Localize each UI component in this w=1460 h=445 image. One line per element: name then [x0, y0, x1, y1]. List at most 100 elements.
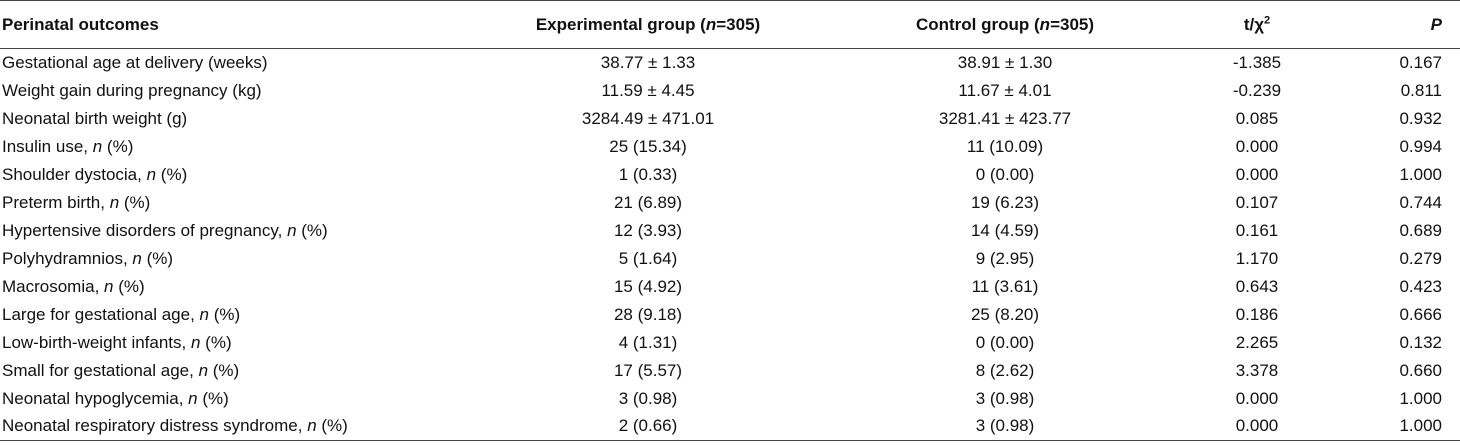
control-value: 11 (10.09) [966, 136, 1044, 156]
outcome-text: Neonatal birth weight (g) [2, 108, 188, 128]
experimental-value: 5 (1.64) [618, 248, 678, 268]
stat-cell: 0.000 [1194, 413, 1320, 441]
p-value: 0.660 [1399, 360, 1442, 380]
outcome-text: Large for gestational age, [2, 304, 200, 324]
outcome-text: Shoulder dystocia, [2, 164, 147, 184]
experimental-cell: 11.59 ± 4.45 [480, 77, 816, 105]
table-row: Weight gain during pregnancy (kg) 11.59 ±… [0, 77, 1460, 105]
control-cell: 0 (0.00) [816, 161, 1194, 189]
experimental-value: 4 (1.31) [618, 332, 678, 352]
table-row: Neonatal hypoglycemia, n (%) 3 (0.98) 3 (0… [0, 385, 1460, 413]
p-cell: 0.279 [1320, 245, 1460, 273]
control-cell: 3281.41 ± 423.77 [816, 105, 1194, 133]
control-value: 11 (3.61) [971, 276, 1039, 296]
experimental-cell: 3 (0.98) [480, 385, 816, 413]
outcome-text: (%) [102, 136, 134, 156]
experimental-value: 21 (6.89) [613, 192, 683, 212]
p-cell: 0.423 [1320, 273, 1460, 301]
outcome-text: (%) [316, 416, 348, 436]
p-cell: 0.660 [1320, 357, 1460, 385]
experimental-value: 3284.49 ± 471.01 [581, 108, 715, 128]
outcome-cell: Large for gestational age, n (%) [0, 301, 480, 329]
header-cell: t/χ2 [1194, 1, 1320, 49]
outcome-text: Small for gestational age, [2, 360, 199, 380]
stat-cell: -0.239 [1194, 77, 1320, 105]
p-value: 1.000 [1399, 416, 1442, 436]
p-cell: 0.811 [1320, 77, 1460, 105]
stat-value: 0.000 [1235, 164, 1279, 184]
outcome-text: n [104, 276, 114, 296]
outcome-cell: Gestational age at delivery (weeks) [0, 49, 480, 77]
outcome-text: n [199, 304, 209, 324]
outcome-text: Polyhydramnios, [2, 248, 133, 268]
control-cell: 11 (10.09) [816, 133, 1194, 161]
stat-value: 0.107 [1235, 192, 1279, 212]
outcome-text: Neonatal hypoglycemia, [2, 388, 189, 408]
control-cell: 11.67 ± 4.01 [816, 77, 1194, 105]
outcome-text: Gestational age at delivery (weeks) [2, 52, 268, 72]
outcome-text: Weight gain during pregnancy (kg) [2, 80, 262, 100]
p-cell: 1.000 [1320, 161, 1460, 189]
header-cell: P [1320, 1, 1460, 49]
outcome-text: n [92, 136, 103, 156]
outcome-cell: Neonatal birth weight (g) [0, 105, 480, 133]
outcome-cell: Preterm birth, n (%) [0, 189, 480, 217]
outcome-text: n [132, 248, 142, 268]
outcome-cell: Hypertensive disorders of pregnancy, n (… [0, 217, 480, 245]
control-cell: 14 (4.59) [816, 217, 1194, 245]
control-cell: 25 (8.20) [816, 301, 1194, 329]
experimental-value: 25 (15.34) [609, 136, 687, 156]
outcome-text: (%) [156, 164, 188, 184]
stat-value: 1.170 [1235, 248, 1279, 268]
p-cell: 0.132 [1320, 329, 1460, 357]
experimental-cell: 38.77 ± 1.33 [480, 49, 816, 77]
p-value: 0.994 [1399, 136, 1442, 156]
table-row: Small for gestational age, n (%) 17 (5.57… [0, 357, 1460, 385]
experimental-value: 17 (5.57) [613, 360, 683, 380]
experimental-value: 38.77 ± 1.33 [600, 52, 696, 72]
p-cell: 0.994 [1320, 133, 1460, 161]
stat-cell: 0.186 [1194, 301, 1320, 329]
table-row: Shoulder dystocia, n (%) 1 (0.33) 0 (0.00)… [0, 161, 1460, 189]
outcome-text: (%) [296, 220, 328, 240]
table-row: Polyhydramnios, n (%) 5 (1.64) 9 (2.95) 1.1… [0, 245, 1460, 273]
control-cell: 0 (0.00) [816, 329, 1194, 357]
header-text: n [1039, 14, 1051, 34]
stat-cell: 0.000 [1194, 133, 1320, 161]
outcome-text: (%) [119, 192, 151, 212]
control-cell: 3 (0.98) [816, 385, 1194, 413]
stat-value: 0.000 [1235, 416, 1279, 436]
experimental-value: 1 (0.33) [618, 164, 678, 184]
experimental-cell: 25 (15.34) [480, 133, 816, 161]
header-text: =305) [716, 14, 761, 34]
control-value: 8 (2.62) [975, 360, 1035, 380]
experimental-value: 3 (0.98) [618, 388, 678, 408]
experimental-cell: 21 (6.89) [480, 189, 816, 217]
table-row: Neonatal birth weight (g) 3284.49 ± 471.0… [0, 105, 1460, 133]
table-body: Gestational age at delivery (weeks) 38.77… [0, 49, 1460, 441]
outcome-text: Hypertensive disorders of pregnancy, [2, 220, 288, 240]
table-row: Low-birth-weight infants, n (%) 4 (1.31) 0… [0, 329, 1460, 357]
header-text: =305) [1050, 14, 1095, 34]
control-value: 38.91 ± 1.30 [957, 52, 1053, 72]
p-value: 0.423 [1399, 276, 1442, 296]
control-value: 14 (4.59) [970, 220, 1040, 240]
p-cell: 1.000 [1320, 413, 1460, 441]
outcome-text: (%) [208, 360, 240, 380]
p-value: 1.000 [1399, 164, 1442, 184]
outcome-text: (%) [197, 388, 229, 408]
outcome-text: n [109, 192, 120, 212]
table-row: Gestational age at delivery (weeks) 38.77… [0, 49, 1460, 77]
control-value: 19 (6.23) [970, 192, 1040, 212]
experimental-cell: 1 (0.33) [480, 161, 816, 189]
p-cell: 0.666 [1320, 301, 1460, 329]
stat-cell: 0.161 [1194, 217, 1320, 245]
header-cell: Control group (n=305) [816, 1, 1194, 49]
outcome-text: (%) [209, 304, 241, 324]
p-cell: 0.744 [1320, 189, 1460, 217]
stat-value: 0.085 [1235, 108, 1279, 128]
table-row: Hypertensive disorders of pregnancy, n (… [0, 217, 1460, 245]
control-value: 25 (8.20) [970, 304, 1040, 324]
experimental-cell: 15 (4.92) [480, 273, 816, 301]
p-cell: 0.932 [1320, 105, 1460, 133]
